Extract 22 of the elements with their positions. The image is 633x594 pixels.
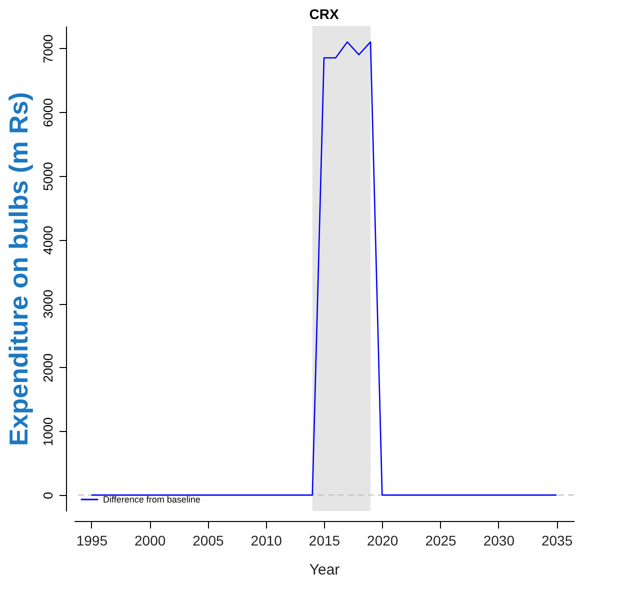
x-tick-label: 2015 [308, 532, 340, 548]
y-tick-label: 6000 [40, 98, 56, 128]
x-tick-label: 2005 [192, 532, 224, 548]
y-tick-label: 0 [40, 492, 56, 500]
x-tick-label: 2000 [134, 532, 166, 548]
legend-label: Difference from baseline [103, 494, 200, 504]
x-tick-label: 2035 [541, 532, 573, 548]
y-tick-label: 1000 [40, 417, 56, 446]
x-tick-label: 2020 [367, 532, 398, 548]
y-tick-label: 2000 [40, 353, 56, 382]
y-tick-label: 4000 [40, 226, 56, 255]
x-axis-title: Year [309, 562, 340, 578]
x-tick-label: 2025 [425, 532, 457, 548]
y-tick-label: 3000 [40, 290, 56, 319]
y-tick-label: 5000 [40, 162, 56, 191]
x-tick-label: 2030 [483, 532, 515, 548]
y-axis-title: Expenditure on bulbs (m Rs) [4, 92, 34, 446]
x-tick-label: 1995 [76, 532, 108, 548]
x-tick-label: 2010 [250, 532, 282, 548]
y-tick-label: 7000 [40, 34, 56, 64]
line-series [90, 41, 558, 496]
chart-title: CRX [309, 6, 340, 22]
